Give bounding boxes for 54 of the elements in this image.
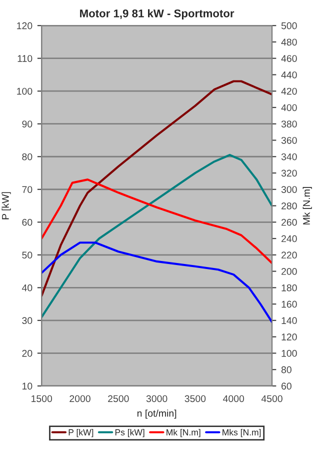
line-series: [42, 178, 272, 264]
y2-tick-label: 460: [281, 55, 297, 62]
y-tick-label: 80: [22, 153, 32, 160]
x-axis-title: n [ot/min]: [137, 410, 176, 419]
legend-label: P [kW]: [68, 428, 94, 438]
y2-tick-label: 500: [281, 22, 297, 30]
x-tick-label: 2500: [108, 395, 129, 402]
y2-tick-label: 220: [282, 252, 297, 259]
legend-label: Ps [kW]: [115, 428, 144, 438]
y2-tick-label: 280: [282, 202, 297, 210]
y2-tick-label: 180: [282, 284, 297, 292]
y2-tick-label: 400: [281, 104, 297, 112]
y2-tick-label: 260: [282, 218, 297, 226]
chart-title: Motor 1,9 81 kW - Sportmotor: [80, 9, 234, 20]
y2-tick-label: 300: [281, 186, 297, 193]
y2-tick-label: 480: [281, 38, 297, 46]
y2-tick-label: 200: [282, 268, 297, 275]
legend-label: Mks [N.m]: [222, 428, 261, 438]
y2-tick-label: 380: [281, 120, 297, 128]
line-series: [42, 154, 272, 318]
y-tick-label: 100: [17, 88, 32, 95]
x-tick-label: 2000: [70, 395, 90, 402]
legend-label: Mk [N.m]: [166, 428, 200, 438]
y-tick-label: 20: [22, 350, 32, 357]
y2-tick-label: 440: [281, 71, 297, 78]
y2-tick-label: 420: [281, 88, 297, 95]
y-axis-title: P [kW]: [2, 192, 11, 220]
y-tick-label: 90: [22, 120, 32, 128]
y-tick-label: 10: [22, 382, 32, 390]
line-series: [42, 80, 272, 297]
y2-tick-label: 320: [281, 170, 297, 177]
x-tick-label: 4000: [223, 395, 244, 402]
y-tick-label: 30: [22, 317, 32, 324]
y-tick-label: 110: [18, 55, 32, 62]
y2-tick-label: 160: [282, 300, 297, 308]
y2-tick-label: 100: [282, 350, 297, 357]
y-tick-label: 40: [22, 284, 32, 292]
y2-tick-label: 240: [282, 235, 297, 242]
y2-tick-label: 80: [281, 366, 292, 374]
y2-tick-label: 140: [282, 317, 297, 324]
x-tick-label: 1500: [32, 395, 52, 402]
y2-axis-title: Mk [N.m]: [302, 187, 312, 224]
y-tick-label: 50: [22, 252, 32, 259]
line-series: [42, 242, 272, 324]
y-tick-label: 60: [22, 218, 32, 226]
x-tick-label: 3000: [146, 395, 168, 402]
y2-tick-label: 120: [282, 334, 297, 340]
x-tick-label: 3500: [184, 395, 206, 402]
y2-tick-label: 60: [282, 382, 292, 390]
y2-tick-label: 360: [281, 136, 297, 144]
y-tick-label: 70: [22, 186, 32, 193]
y-tick-label: 120: [17, 22, 32, 30]
x-tick-label: 4500: [261, 395, 282, 402]
y2-tick-label: 340: [281, 153, 297, 160]
